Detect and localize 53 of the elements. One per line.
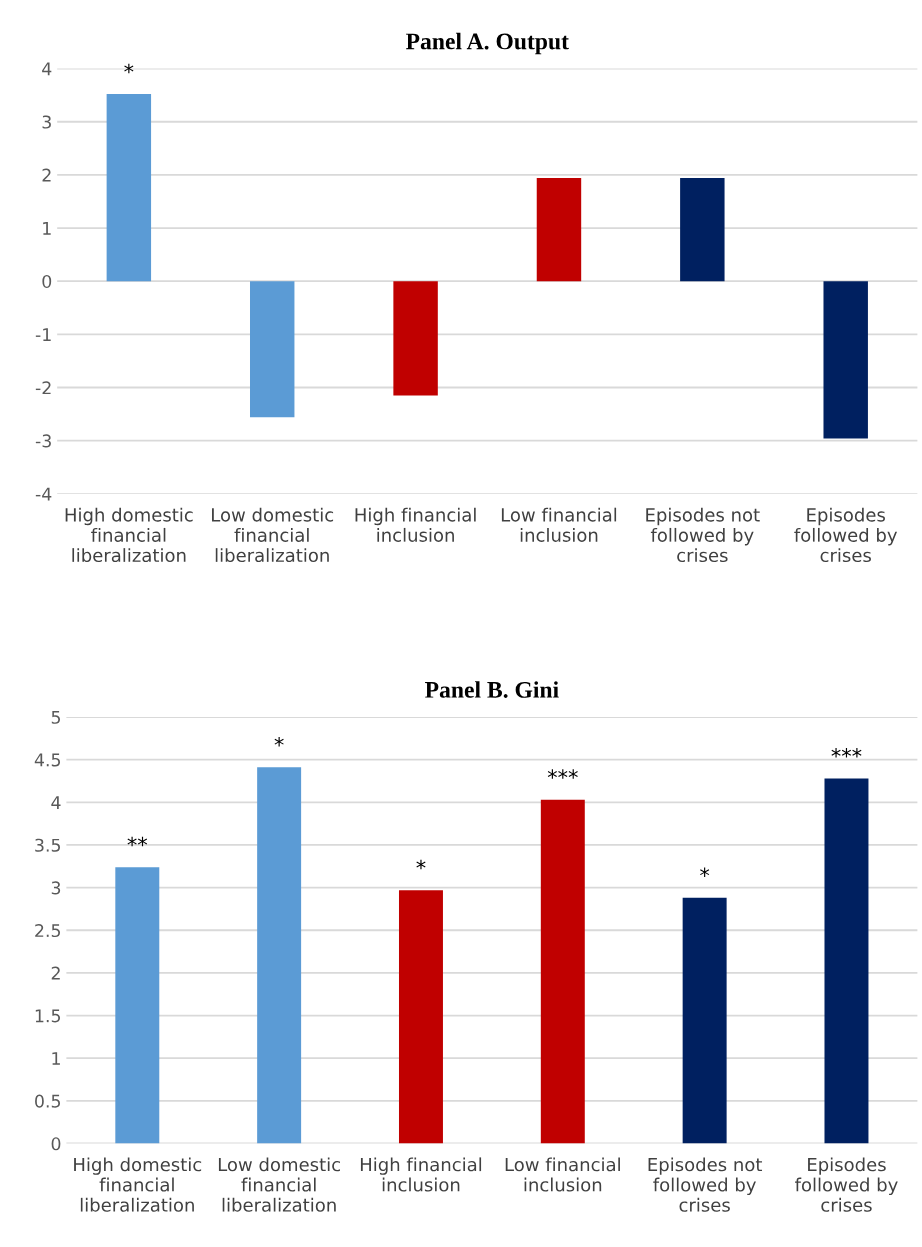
bar <box>536 178 582 282</box>
x-tick-label: Low financial inclusion <box>505 1157 620 1192</box>
x-tick-label: High financial inclusion <box>360 1157 482 1192</box>
y-tick-label: -3 <box>35 434 51 448</box>
y-tick-label: 5 <box>51 710 61 724</box>
y-tick-label: 2 <box>42 168 51 182</box>
y-tick-label: 2 <box>51 966 60 980</box>
annotation: * <box>416 859 426 870</box>
bar <box>682 897 727 1144</box>
bar <box>257 767 302 1144</box>
annotation: * <box>700 867 710 877</box>
x-tick-label: Low financial inclusion <box>501 507 617 542</box>
x-tick-label: Low domestic financial liberalization <box>218 1157 340 1212</box>
bar <box>540 799 585 1144</box>
annotation: * <box>124 63 134 74</box>
x-tick-label: High domestic financial liberalization <box>74 1157 202 1212</box>
y-tick-label: -2 <box>35 381 51 395</box>
bar <box>824 778 869 1144</box>
x-tick-label: Episodes not followed by crises <box>646 507 760 563</box>
chart-title: Panel B. Gini <box>425 681 559 698</box>
x-tick-label: Episodes followed by crises <box>794 507 898 563</box>
y-tick-label: 3 <box>51 881 61 895</box>
y-tick-label: 3.5 <box>35 838 61 852</box>
annotation: ** <box>127 836 148 847</box>
x-tick-label: Low domestic financial liberalization <box>212 507 334 563</box>
x-tick-label: Episodes not followed by crises <box>648 1157 763 1212</box>
x-tick-label: High domestic financial liberalization <box>65 507 193 563</box>
y-tick-label: 4 <box>42 62 52 76</box>
y-tick-label: 3 <box>42 115 51 129</box>
bar <box>823 281 868 439</box>
y-tick-label: 1 <box>52 1052 60 1065</box>
y-tick-label: -1 <box>35 328 51 341</box>
bar <box>680 178 725 282</box>
y-tick-label: 4.5 <box>34 753 61 767</box>
bar <box>106 94 152 282</box>
y-tick-label: -4 <box>35 487 52 501</box>
bar <box>398 890 443 1144</box>
chart-title: Panel A. Output <box>406 32 569 55</box>
y-tick-label: 0 <box>51 1137 61 1151</box>
x-tick-label: Episodes followed by crises <box>795 1157 898 1212</box>
bar <box>393 281 438 396</box>
y-tick-label: 1.5 <box>35 1009 61 1023</box>
bar <box>250 281 295 418</box>
y-tick-label: 2.5 <box>35 923 61 938</box>
annotation: *** <box>547 769 578 779</box>
annotation: * <box>274 736 284 747</box>
bar <box>115 867 160 1144</box>
y-tick-label: 0 <box>42 274 52 289</box>
annotation: *** <box>831 747 862 758</box>
y-tick-label: 0.5 <box>35 1094 61 1108</box>
y-tick-label: 1 <box>43 221 51 235</box>
y-tick-label: 4 <box>51 796 61 809</box>
x-tick-label: High financial inclusion <box>355 507 476 542</box>
